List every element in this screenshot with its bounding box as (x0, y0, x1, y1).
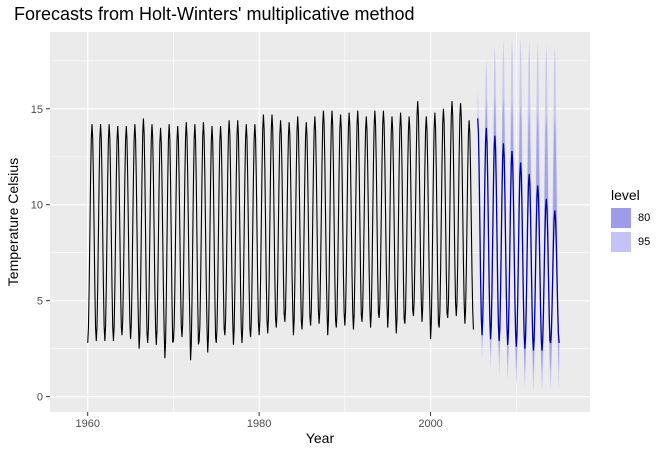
y-axis-label: Temperature Celsius (5, 158, 21, 286)
legend-item-80: 80 (611, 207, 650, 229)
series-lines (87, 101, 560, 361)
legend-item-95: 95 (611, 231, 650, 253)
legend-label-95: 95 (638, 236, 651, 248)
x-tick-label: 2000 (418, 418, 442, 430)
legend-title: level (611, 187, 640, 203)
y-tick-label: 5 (37, 296, 43, 308)
legend-swatch-95 (611, 232, 631, 252)
legend-label-80: 80 (638, 212, 651, 224)
legend-swatch-80 (611, 208, 631, 228)
x-tick-label: 1960 (75, 418, 99, 430)
legend: level 80 95 (611, 187, 650, 255)
x-axis-label: Year (306, 430, 335, 446)
plot-panel (50, 32, 590, 412)
chart-title: Forecasts from Holt-Winters' multiplicat… (14, 4, 415, 24)
x-tick-label: 1980 (247, 418, 271, 430)
y-tick-label: 15 (31, 104, 43, 116)
forecast-series-line (477, 118, 560, 351)
y-tick-label: 10 (31, 200, 43, 212)
y-tick-label: 0 (37, 392, 43, 404)
axes: 1960 1980 2000 0 5 10 15 (31, 104, 443, 430)
observed-series-line (87, 101, 474, 361)
